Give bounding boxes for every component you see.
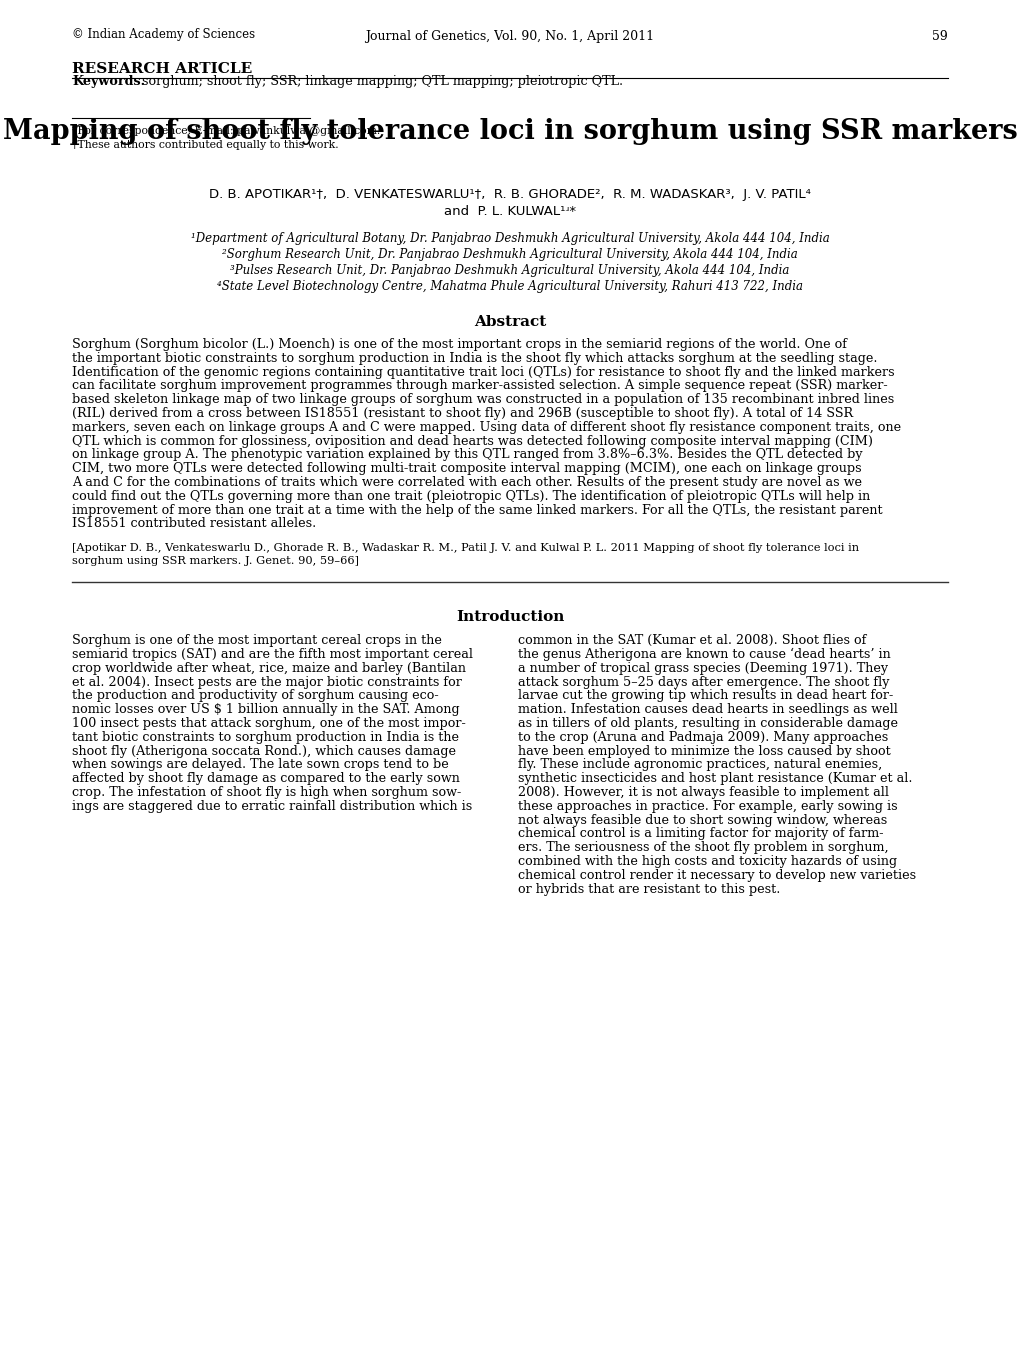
Text: nomic losses over US $ 1 billion annually in the SAT. Among: nomic losses over US $ 1 billion annuall… xyxy=(72,703,460,716)
Text: or hybrids that are resistant to this pest.: or hybrids that are resistant to this pe… xyxy=(518,882,780,896)
Text: the production and productivity of sorghum causing eco-: the production and productivity of sorgh… xyxy=(72,689,438,703)
Text: tant biotic constraints to sorghum production in India is the: tant biotic constraints to sorghum produ… xyxy=(72,731,459,743)
Text: Sorghum is one of the most important cereal crops in the: Sorghum is one of the most important cer… xyxy=(72,635,441,647)
Text: crop worldwide after wheat, rice, maize and barley (Bantilan: crop worldwide after wheat, rice, maize … xyxy=(72,662,466,675)
Text: Sorghum (Sorghum bicolor (L.) Moench) is one of the most important crops in the : Sorghum (Sorghum bicolor (L.) Moench) is… xyxy=(72,338,846,351)
Text: Journal of Genetics, Vol. 90, No. 1, April 2011: Journal of Genetics, Vol. 90, No. 1, Apr… xyxy=(365,30,654,43)
Text: ers. The seriousness of the shoot fly problem in sorghum,: ers. The seriousness of the shoot fly pr… xyxy=(518,841,888,855)
Text: could find out the QTLs governing more than one trait (pleiotropic QTLs). The id: could find out the QTLs governing more t… xyxy=(72,489,869,503)
Text: and  P. L. KULWAL¹ʴ*: and P. L. KULWAL¹ʴ* xyxy=(443,205,576,217)
Text: shoot fly (Atherigona soccata Rond.), which causes damage: shoot fly (Atherigona soccata Rond.), wh… xyxy=(72,745,455,757)
Text: IS18551 contributed resistant alleles.: IS18551 contributed resistant alleles. xyxy=(72,518,316,530)
Text: these approaches in practice. For example, early sowing is: these approaches in practice. For exampl… xyxy=(518,800,897,813)
Text: Mapping of shoot fly tolerance loci in sorghum using SSR markers: Mapping of shoot fly tolerance loci in s… xyxy=(3,118,1016,145)
Text: D. B. APOTIKAR¹†,  D. VENKATESWARLU¹†,  R. B. GHORADE²,  R. M. WADASKAR³,  J. V.: D. B. APOTIKAR¹†, D. VENKATESWARLU¹†, R.… xyxy=(209,188,810,201)
Text: attack sorghum 5–25 days after emergence. The shoot fly: attack sorghum 5–25 days after emergence… xyxy=(518,675,889,689)
Text: to the crop (Aruna and Padmaja 2009). Many approaches: to the crop (Aruna and Padmaja 2009). Ma… xyxy=(518,731,888,743)
Text: common in the SAT (Kumar et al. 2008). Shoot flies of: common in the SAT (Kumar et al. 2008). S… xyxy=(518,635,865,647)
Text: chemical control render it necessary to develop new varieties: chemical control render it necessary to … xyxy=(518,868,915,882)
Text: 2008). However, it is not always feasible to implement all: 2008). However, it is not always feasibl… xyxy=(518,786,889,799)
Text: chemical control is a limiting factor for majority of farm-: chemical control is a limiting factor fo… xyxy=(518,828,882,840)
Text: improvement of more than one trait at a time with the help of the same linked ma: improvement of more than one trait at a … xyxy=(72,504,881,516)
Text: QTL which is common for glossiness, oviposition and dead hearts was detected fol: QTL which is common for glossiness, ovip… xyxy=(72,435,872,447)
Text: on linkage group A. The phenotypic variation explained by this QTL ranged from 3: on linkage group A. The phenotypic varia… xyxy=(72,448,862,462)
Text: based skeleton linkage map of two linkage groups of sorghum was constructed in a: based skeleton linkage map of two linkag… xyxy=(72,393,894,406)
Text: mation. Infestation causes dead hearts in seedlings as well: mation. Infestation causes dead hearts i… xyxy=(518,703,897,716)
Text: ¹Department of Agricultural Botany, Dr. Panjabrao Deshmukh Agricultural Universi: ¹Department of Agricultural Botany, Dr. … xyxy=(191,232,828,245)
Text: ings are staggered due to erratic rainfall distribution which is: ings are staggered due to erratic rainfa… xyxy=(72,800,472,813)
Text: ²Sorghum Research Unit, Dr. Panjabrao Deshmukh Agricultural University, Akola 44: ²Sorghum Research Unit, Dr. Panjabrao De… xyxy=(222,247,797,261)
Text: A and C for the combinations of traits which were correlated with each other. Re: A and C for the combinations of traits w… xyxy=(72,476,861,489)
Text: RESEARCH ARTICLE: RESEARCH ARTICLE xyxy=(72,63,252,76)
Text: Abstract: Abstract xyxy=(474,315,545,329)
Text: sorghum; shoot fly; SSR; linkage mapping; QTL mapping; pleiotropic QTL.: sorghum; shoot fly; SSR; linkage mapping… xyxy=(133,75,623,88)
Text: © Indian Academy of Sciences: © Indian Academy of Sciences xyxy=(72,29,255,41)
Text: 59: 59 xyxy=(931,30,947,43)
Text: can facilitate sorghum improvement programmes through marker-assisted selection.: can facilitate sorghum improvement progr… xyxy=(72,379,887,393)
Text: a number of tropical grass species (Deeming 1971). They: a number of tropical grass species (Deem… xyxy=(518,662,888,675)
Text: have been employed to minimize the loss caused by shoot: have been employed to minimize the loss … xyxy=(518,745,890,757)
Text: Introduction: Introduction xyxy=(455,610,564,624)
Text: sorghum using SSR markers. J. Genet. 90, 59–66]: sorghum using SSR markers. J. Genet. 90,… xyxy=(72,556,359,565)
Text: Identification of the genomic regions containing quantitative trait loci (QTLs) : Identification of the genomic regions co… xyxy=(72,366,894,379)
Text: combined with the high costs and toxicity hazards of using: combined with the high costs and toxicit… xyxy=(518,855,897,868)
Text: semiarid tropics (SAT) and are the fifth most important cereal: semiarid tropics (SAT) and are the fifth… xyxy=(72,648,473,660)
Text: affected by shoot fly damage as compared to the early sown: affected by shoot fly damage as compared… xyxy=(72,772,460,786)
Text: fly. These include agronomic practices, natural enemies,: fly. These include agronomic practices, … xyxy=(518,758,881,772)
Text: not always feasible due to short sowing window, whereas: not always feasible due to short sowing … xyxy=(518,814,887,826)
Text: larvae cut the growing tip which results in dead heart for-: larvae cut the growing tip which results… xyxy=(518,689,893,703)
Text: synthetic insecticides and host plant resistance (Kumar et al.: synthetic insecticides and host plant re… xyxy=(518,772,912,786)
Text: 100 insect pests that attack sorghum, one of the most impor-: 100 insect pests that attack sorghum, on… xyxy=(72,718,466,730)
Text: ⁴State Level Biotechnology Centre, Mahatma Phule Agricultural University, Rahuri: ⁴State Level Biotechnology Centre, Mahat… xyxy=(217,280,802,294)
Text: et al. 2004). Insect pests are the major biotic constraints for: et al. 2004). Insect pests are the major… xyxy=(72,675,462,689)
Text: (RIL) derived from a cross between IS18551 (resistant to shoot fly) and 296B (su: (RIL) derived from a cross between IS185… xyxy=(72,406,852,420)
Text: CIM, two more QTLs were detected following multi-trait composite interval mappin: CIM, two more QTLs were detected followi… xyxy=(72,462,861,476)
Text: *For correspondence. E-mail: pawankulwal@gmail.com.: *For correspondence. E-mail: pawankulwal… xyxy=(72,126,380,136)
Text: Keywords.: Keywords. xyxy=(72,75,145,88)
Text: the important biotic constraints to sorghum production in India is the shoot fly: the important biotic constraints to sorg… xyxy=(72,352,876,364)
Text: as in tillers of old plants, resulting in considerable damage: as in tillers of old plants, resulting i… xyxy=(518,718,897,730)
Text: the genus Atherigona are known to cause ‘dead hearts’ in: the genus Atherigona are known to cause … xyxy=(518,648,890,662)
Text: ³Pulses Research Unit, Dr. Panjabrao Deshmukh Agricultural University, Akola 444: ³Pulses Research Unit, Dr. Panjabrao Des… xyxy=(230,264,789,277)
Text: [Apotikar D. B., Venkateswarlu D., Ghorade R. B., Wadaskar R. M., Patil J. V. an: [Apotikar D. B., Venkateswarlu D., Ghora… xyxy=(72,544,858,553)
Text: markers, seven each on linkage groups A and C were mapped. Using data of differe: markers, seven each on linkage groups A … xyxy=(72,421,900,434)
Text: crop. The infestation of shoot fly is high when sorghum sow-: crop. The infestation of shoot fly is hi… xyxy=(72,786,461,799)
Text: †These authors contributed equally to this work.: †These authors contributed equally to th… xyxy=(72,140,338,149)
Text: when sowings are delayed. The late sown crops tend to be: when sowings are delayed. The late sown … xyxy=(72,758,448,772)
